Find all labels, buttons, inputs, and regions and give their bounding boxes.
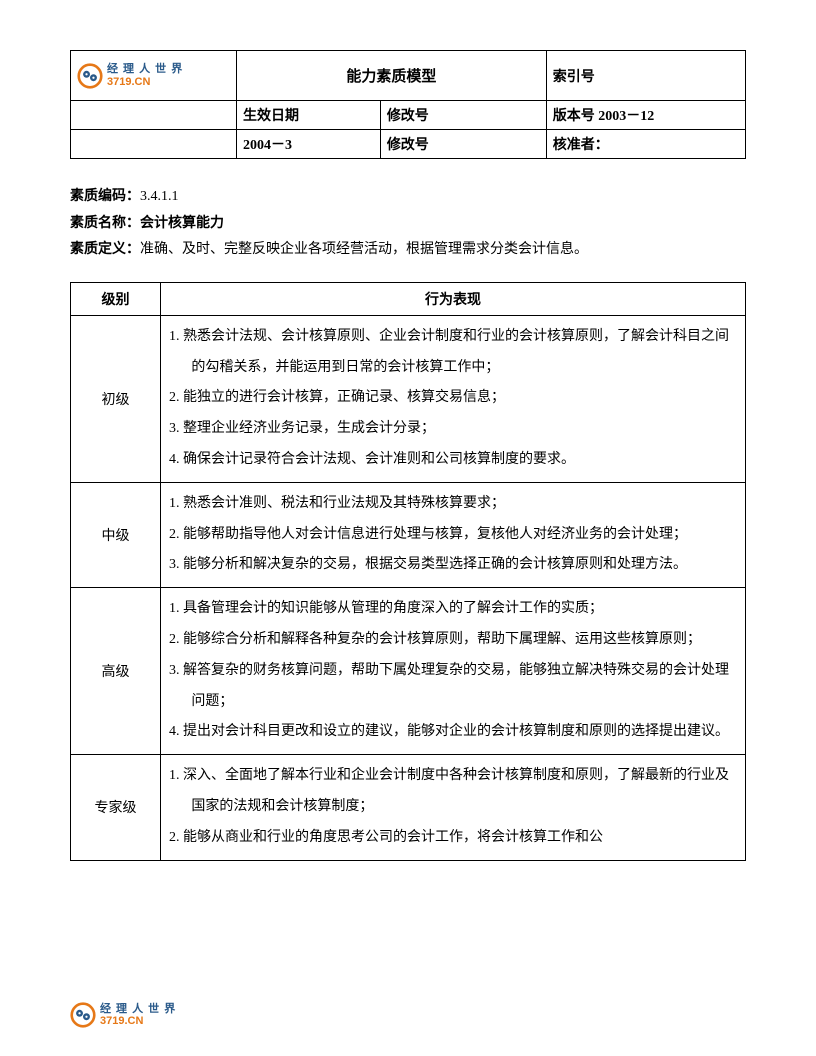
footer-logo-text-bottom: 3719.CN [100,1015,176,1027]
list-item: 2. 能够帮助指导他人对会计信息进行处理与核算，复核他人对经济业务的会计处理； [169,520,737,551]
list-item: 1. 深入、全面地了解本行业和企业会计制度中各种会计核算制度和原则，了解最新的行… [169,761,737,823]
list-item: 3. 解答复杂的财务核算问题，帮助下属处理复杂的交易，能够独立解决特殊交易的会计… [169,656,737,718]
list-item: 3. 整理企业经济业务记录，生成会计分录； [169,414,737,445]
table-row: 专家级1. 深入、全面地了解本行业和企业会计制度中各种会计核算制度和原则，了解最… [71,755,746,860]
revision-label-2: 修改号 [380,130,546,159]
level-cell: 初级 [71,315,161,482]
effective-date-value: 2004－3 [236,130,380,159]
behavior-cell: 1. 具备管理会计的知识能够从管理的角度深入的了解会计工作的实质；2. 能够综合… [161,588,746,755]
table-row: 中级1. 熟悉会计准则、税法和行业法规及其特殊核算要求；2. 能够帮助指导他人对… [71,482,746,587]
footer-logo-text-top: 经 理 人 世 界 [100,1003,176,1015]
footer-logo-icon [70,1002,96,1028]
meta-name-value: 会计核算能力 [140,216,224,231]
meta-def-label: 素质定义： [70,242,140,257]
level-cell: 专家级 [71,755,161,860]
logo-cell: 经 理 人 世 界 3719.CN [71,51,237,101]
header-table: 经 理 人 世 界 3719.CN 能力素质模型 索引号 生效日期 修改号 版本… [70,50,746,159]
logo-text-bottom: 3719.CN [107,76,183,88]
approver-label: 核准者： [546,130,745,159]
logo-text-top: 经 理 人 世 界 [107,63,183,75]
list-item: 1. 熟悉会计准则、税法和行业法规及其特殊核算要求； [169,489,737,520]
behavior-cell: 1. 熟悉会计准则、税法和行业法规及其特殊核算要求；2. 能够帮助指导他人对会计… [161,482,746,587]
level-cell: 中级 [71,482,161,587]
list-item: 2. 能够综合分析和解释各种复杂的会计核算原则，帮助下属理解、运用这些核算原则； [169,625,737,656]
table-row: 高级1. 具备管理会计的知识能够从管理的角度深入的了解会计工作的实质；2. 能够… [71,588,746,755]
meta-code-value: 3.4.1.1 [140,189,179,204]
table-row: 初级1. 熟悉会计法规、会计核算原则、企业会计制度和行业的会计核算原则，了解会计… [71,315,746,482]
empty-cell [71,101,237,130]
meta-def-value: 准确、及时、完整反映企业各项经营活动，根据管理需求分类会计信息。 [140,242,588,257]
content-table: 级别 行为表现 初级1. 熟悉会计法规、会计核算原则、企业会计制度和行业的会计核… [70,282,746,861]
logo-icon [77,63,103,89]
list-item: 3. 能够分析和解决复杂的交易，根据交易类型选择正确的会计核算原则和处理方法。 [169,550,737,581]
meta-name-label: 素质名称： [70,216,140,231]
logo: 经 理 人 世 界 3719.CN [77,63,230,89]
list-item: 4. 提出对会计科目更改和设立的建议，能够对企业的会计核算制度和原则的选择提出建… [169,717,737,748]
col-behavior: 行为表现 [161,282,746,315]
meta-code: 素质编码：3.4.1.1 [70,184,746,211]
list-item: 1. 具备管理会计的知识能够从管理的角度深入的了解会计工作的实质； [169,594,737,625]
list-item: 4. 确保会计记录符合会计法规、会计准则和公司核算制度的要求。 [169,445,737,476]
list-item: 1. 熟悉会计法规、会计核算原则、企业会计制度和行业的会计核算原则，了解会计科目… [169,322,737,384]
meta-code-label: 素质编码： [70,189,140,204]
meta-section: 素质编码：3.4.1.1 素质名称：会计核算能力 素质定义：准确、及时、完整反映… [70,184,746,264]
index-label: 索引号 [546,51,745,101]
meta-def: 素质定义：准确、及时、完整反映企业各项经营活动，根据管理需求分类会计信息。 [70,237,746,264]
empty-cell-2 [71,130,237,159]
revision-label-1: 修改号 [380,101,546,130]
meta-name: 素质名称：会计核算能力 [70,211,746,238]
list-item: 2. 能独立的进行会计核算，正确记录、核算交易信息； [169,383,737,414]
behavior-cell: 1. 深入、全面地了解本行业和企业会计制度中各种会计核算制度和原则，了解最新的行… [161,755,746,860]
behavior-cell: 1. 熟悉会计法规、会计核算原则、企业会计制度和行业的会计核算原则，了解会计科目… [161,315,746,482]
footer-logo: 经 理 人 世 界 3719.CN [70,1002,176,1028]
doc-title: 能力素质模型 [236,51,546,101]
effective-date-label: 生效日期 [236,101,380,130]
level-cell: 高级 [71,588,161,755]
list-item: 2. 能够从商业和行业的角度思考公司的会计工作，将会计核算工作和公 [169,823,737,854]
col-level: 级别 [71,282,161,315]
version-label: 版本号 2003－12 [546,101,745,130]
